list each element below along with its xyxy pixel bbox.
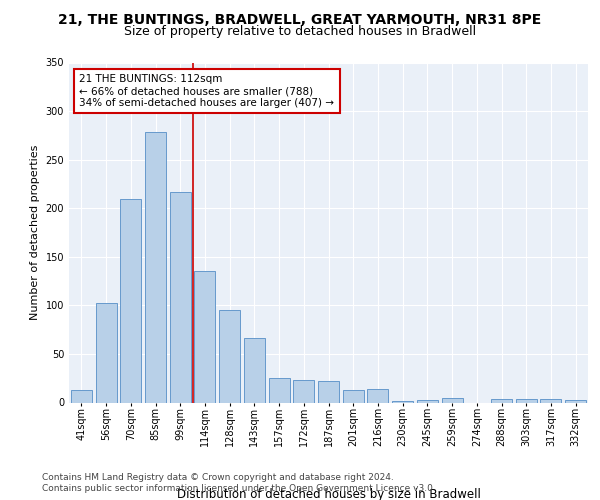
Bar [541, 398, 562, 402]
Bar [516, 398, 537, 402]
Text: 21 THE BUNTINGS: 112sqm
← 66% of detached houses are smaller (788)
34% of semi-d: 21 THE BUNTINGS: 112sqm ← 66% of detache… [79, 74, 334, 108]
Bar [194, 272, 215, 402]
Bar [565, 400, 586, 402]
Text: 21, THE BUNTINGS, BRADWELL, GREAT YARMOUTH, NR31 8PE: 21, THE BUNTINGS, BRADWELL, GREAT YARMOU… [58, 12, 542, 26]
Bar [95, 304, 116, 402]
Text: Contains HM Land Registry data © Crown copyright and database right 2024.: Contains HM Land Registry data © Crown c… [42, 472, 394, 482]
X-axis label: Distribution of detached houses by size in Bradwell: Distribution of detached houses by size … [176, 488, 481, 500]
Bar [170, 192, 191, 402]
Text: Size of property relative to detached houses in Bradwell: Size of property relative to detached ho… [124, 25, 476, 38]
Bar [417, 400, 438, 402]
Bar [244, 338, 265, 402]
Text: Contains public sector information licensed under the Open Government Licence v3: Contains public sector information licen… [42, 484, 436, 493]
Y-axis label: Number of detached properties: Number of detached properties [30, 145, 40, 320]
Bar [145, 132, 166, 402]
Bar [442, 398, 463, 402]
Bar [367, 389, 388, 402]
Bar [120, 198, 141, 402]
Bar [491, 398, 512, 402]
Bar [392, 400, 413, 402]
Bar [293, 380, 314, 402]
Bar [71, 390, 92, 402]
Bar [269, 378, 290, 402]
Bar [318, 381, 339, 402]
Bar [219, 310, 240, 402]
Bar [343, 390, 364, 402]
